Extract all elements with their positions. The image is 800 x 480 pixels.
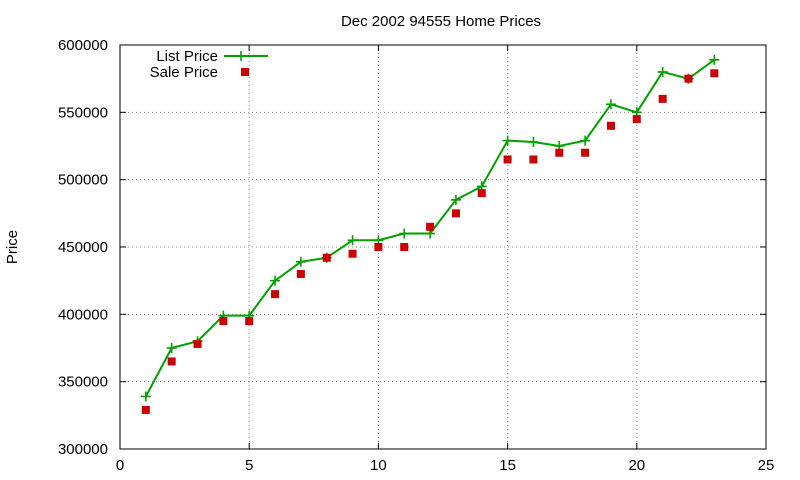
list-price-point [140,391,151,402]
chart-title: Dec 2002 94555 Home Prices [341,13,541,30]
list-price-point [580,135,591,146]
sale-price-point [245,317,254,326]
y-axis-label: Price [4,230,21,264]
list-price-point [528,136,539,147]
sale-price-point [555,148,564,157]
y-tick-label: 550000 [58,104,108,121]
sale-price-point [684,74,693,83]
list-price-point [502,135,513,146]
list-price-point [399,228,410,239]
sale-price-point [141,405,150,414]
sale-price-point [451,209,460,218]
axis-ticks: 0 5 10 15 20 25 300000 350000 400000 450000 500000… [58,37,774,474]
list-price-point [605,99,616,110]
sale-price-point [322,253,331,262]
list-price-point [295,256,306,267]
y-tick-label: 500000 [58,172,108,189]
list-price-point [657,66,668,77]
x-tick-label: 5 [245,457,253,474]
y-tick-label: 450000 [58,239,108,256]
list-price-point [450,194,461,205]
sale-price-point [606,121,615,130]
list-price-point [709,54,720,65]
x-tick-label: 20 [628,457,645,474]
sale-price-point [348,249,357,258]
list-price-point [347,235,358,246]
sale-price-point [632,115,641,124]
series [140,54,720,414]
y-tick-label: 350000 [58,374,108,391]
y-tick-label: 400000 [58,306,108,323]
sale-price-point [503,155,512,164]
sale-price-point [477,189,486,198]
legend-swatch-sale-price [241,68,249,76]
sale-price-point [426,222,435,231]
sale-price-point [296,269,305,278]
list-price-point [166,343,177,353]
sale-price-point [219,317,228,326]
sale-price-point [529,155,538,164]
x-tick-label: 15 [499,457,516,474]
sale-price-point [658,94,667,103]
sale-price-point [193,339,202,348]
list-price-point [270,275,281,286]
sale-price-point [167,357,176,366]
sale-price-point [374,243,383,251]
sale-price-point [581,148,590,157]
sale-price-point [271,290,280,299]
grid [120,45,766,449]
x-tick-label: 0 [116,457,124,474]
x-tick-label: 25 [758,457,775,474]
legend: List Price Sale Price [150,48,268,81]
y-tick-label: 300000 [58,441,108,458]
x-tick-label: 10 [370,457,387,474]
sale-price-point [400,243,409,251]
y-tick-label: 600000 [58,37,108,54]
legend-label-list-price: List Price [156,48,218,65]
sale-price-point [710,69,719,78]
legend-label-sale-price: Sale Price [150,64,218,81]
